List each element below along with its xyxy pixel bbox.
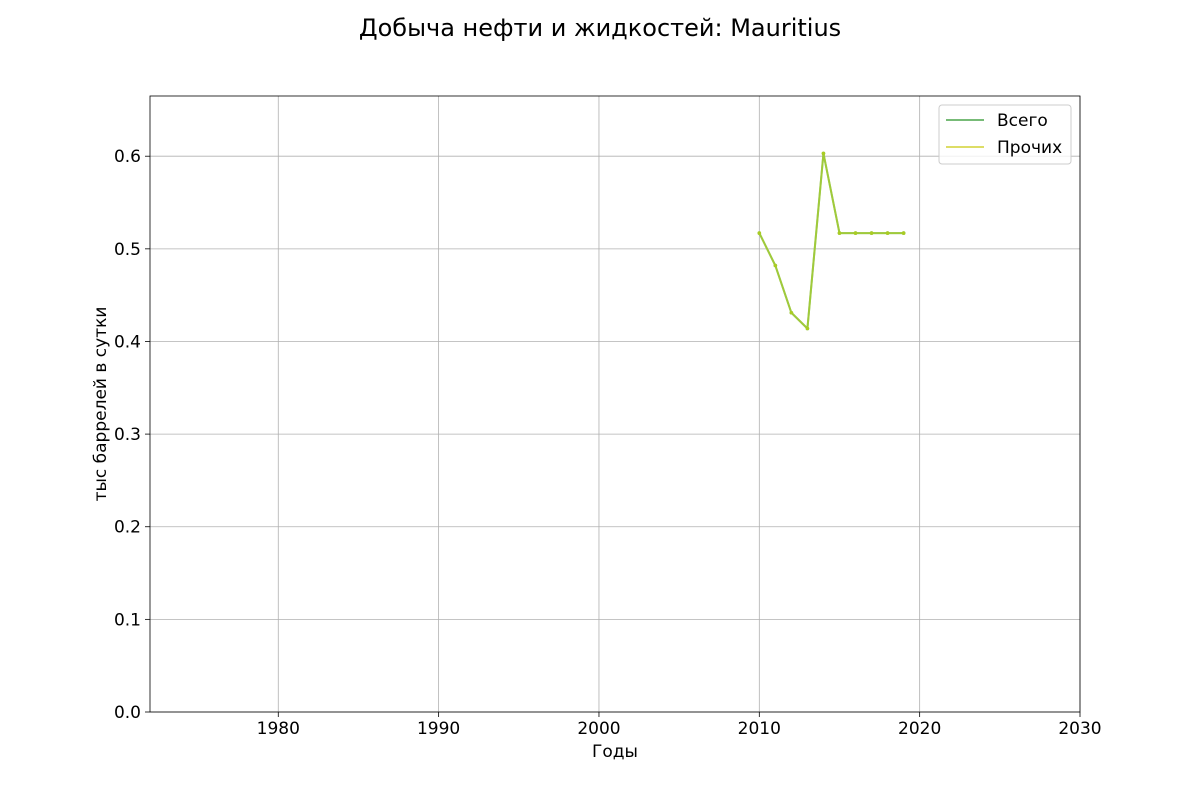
- legend-label-2: Прочих: [997, 138, 1062, 158]
- series-lines: [757, 151, 906, 331]
- y-tick-label: 0.1: [114, 610, 141, 630]
- chart-title: Добыча нефти и жидкостей: Mauritius: [359, 14, 841, 42]
- series-line-1: [758, 152, 904, 330]
- series-2-point: [901, 231, 906, 235]
- series-2-point: [821, 151, 826, 156]
- grid: [150, 96, 1081, 713]
- x-tick-label: 1990: [417, 719, 460, 739]
- y-tick-label: 0.0: [114, 703, 141, 723]
- x-tick-label: 2000: [577, 719, 620, 739]
- y-tick-label: 0.6: [114, 147, 141, 167]
- x-tick-label: 2010: [738, 719, 781, 739]
- series-2-point: [869, 231, 874, 235]
- y-tick-label: 0.4: [114, 332, 141, 352]
- y-tick-label: 0.3: [114, 425, 141, 445]
- y-axis-label: тыс баррелей в сутки: [91, 307, 111, 502]
- axis-ticks: 1980 1990 2000 2010 2020 2030 0.0 0.1 0.2 0.3 0.4 0…: [114, 147, 1102, 739]
- series-2-point: [757, 231, 762, 235]
- x-tick-label: 2030: [1058, 719, 1101, 739]
- series-2-point: [773, 263, 778, 268]
- series-2-point: [805, 326, 810, 331]
- x-tick-label: 2020: [898, 719, 941, 739]
- series-2-point: [853, 231, 858, 235]
- x-tick-label: 1980: [257, 719, 300, 739]
- plot-area-frame: [149, 95, 1081, 713]
- legend-label-1: Всего: [997, 111, 1048, 131]
- series-2-point: [885, 231, 890, 235]
- y-tick-label: 0.2: [114, 518, 141, 538]
- legend: Всего Прочих: [938, 104, 1072, 165]
- series-line-2: [758, 152, 904, 330]
- series-2-point: [789, 310, 794, 315]
- y-tick-label: 0.5: [114, 240, 141, 260]
- x-axis-label: Годы: [592, 742, 638, 762]
- series-2-point: [837, 231, 842, 235]
